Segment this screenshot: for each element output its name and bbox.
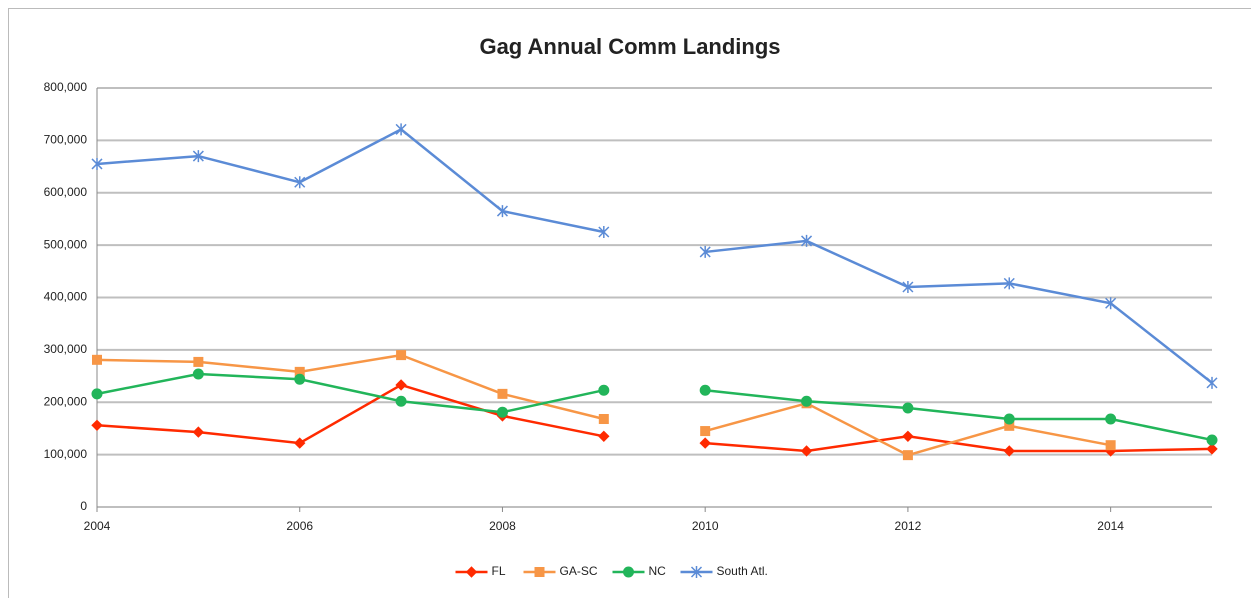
marker [534, 567, 545, 577]
x-tick-label: 2006 [286, 519, 313, 533]
y-tick-label: 600,000 [44, 185, 88, 199]
marker [1105, 297, 1117, 310]
chart-title: Gag Annual Comm Landings [479, 34, 780, 59]
marker [496, 406, 508, 418]
marker [465, 566, 478, 578]
marker [1206, 443, 1218, 455]
y-tick-label: 400,000 [44, 290, 88, 304]
legend-label: South Atl. [717, 564, 768, 578]
x-tick-label: 2012 [895, 519, 922, 533]
marker [800, 445, 813, 457]
marker [396, 350, 407, 361]
marker [690, 566, 703, 578]
y-tick-label: 500,000 [44, 237, 88, 251]
x-tick-label: 2010 [692, 519, 719, 533]
marker [496, 205, 508, 218]
marker [91, 157, 103, 170]
marker [598, 384, 610, 396]
marker [294, 373, 306, 385]
marker [1003, 413, 1015, 425]
legend-label: NC [649, 564, 667, 578]
marker [623, 566, 634, 578]
marker [395, 395, 407, 407]
x-tick-label: 2008 [489, 519, 516, 533]
marker [497, 388, 508, 399]
marker [193, 356, 204, 367]
marker [699, 245, 711, 258]
y-tick-label: 800,000 [44, 80, 88, 94]
y-tick-label: 100,000 [44, 447, 88, 461]
marker [192, 368, 204, 380]
y-tick-label: 200,000 [44, 394, 88, 408]
marker [1206, 434, 1218, 446]
marker [395, 123, 407, 136]
marker [91, 419, 103, 432]
marker [192, 426, 205, 438]
chart-frame [8, 8, 1251, 598]
series-line [96, 383, 1213, 453]
marker [902, 450, 913, 461]
marker [699, 437, 711, 449]
marker [902, 281, 914, 294]
marker [395, 379, 407, 391]
marker [902, 402, 914, 414]
marker [1105, 413, 1117, 425]
marker [1003, 277, 1015, 290]
marker [801, 395, 813, 407]
x-tick-label: 2004 [84, 519, 111, 533]
marker [801, 234, 813, 247]
marker [1206, 376, 1218, 389]
marker [598, 414, 609, 425]
marker [294, 437, 306, 449]
marker [1105, 440, 1116, 451]
x-tick-label: 2014 [1097, 519, 1124, 533]
series-line [96, 127, 1213, 384]
marker [1003, 445, 1015, 457]
marker [92, 354, 102, 365]
marker [598, 430, 610, 443]
y-tick-label: 700,000 [44, 133, 88, 147]
series-line [96, 372, 1213, 442]
marker [902, 430, 914, 443]
legend-label: GA-SC [560, 564, 598, 578]
marker [598, 226, 610, 239]
marker [699, 384, 711, 396]
legend-label: FL [492, 564, 506, 578]
y-tick-label: 0 [80, 499, 87, 513]
marker [700, 426, 711, 437]
marker [294, 176, 306, 189]
marker [91, 388, 103, 400]
marker [192, 150, 204, 163]
y-tick-label: 300,000 [44, 342, 88, 356]
